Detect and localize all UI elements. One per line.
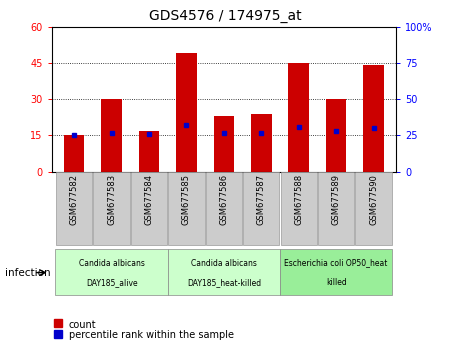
Text: GSM677587: GSM677587 [257,174,266,225]
FancyBboxPatch shape [318,172,354,245]
Text: GSM677585: GSM677585 [182,174,191,225]
Bar [326,99,346,172]
Bar [54,330,62,338]
Text: GSM677589: GSM677589 [332,174,341,225]
FancyBboxPatch shape [56,172,92,245]
Bar [288,63,309,172]
Text: GSM677584: GSM677584 [144,174,153,225]
FancyBboxPatch shape [356,172,392,245]
Text: GSM677583: GSM677583 [107,174,116,225]
Bar [139,131,159,172]
Text: GDS4576 / 174975_at: GDS4576 / 174975_at [148,9,302,23]
FancyBboxPatch shape [55,249,168,295]
Text: killed: killed [326,278,346,287]
Bar [363,65,384,172]
Bar [251,114,272,172]
FancyBboxPatch shape [168,172,205,245]
Text: GSM677590: GSM677590 [369,174,378,225]
Bar [64,135,85,172]
FancyBboxPatch shape [280,172,317,245]
Text: GSM677582: GSM677582 [70,174,79,225]
FancyBboxPatch shape [168,249,280,295]
FancyBboxPatch shape [131,172,167,245]
Text: GSM677586: GSM677586 [220,174,228,225]
Bar [214,116,234,172]
Text: GSM677588: GSM677588 [294,174,303,225]
FancyBboxPatch shape [243,172,279,245]
Text: DAY185_heat-killed: DAY185_heat-killed [187,278,261,287]
Text: Candida albicans: Candida albicans [79,258,144,268]
Bar [176,53,197,172]
Text: count: count [69,320,96,330]
Text: infection: infection [4,268,50,278]
Text: percentile rank within the sample: percentile rank within the sample [69,330,234,340]
Text: Escherichia coli OP50_heat: Escherichia coli OP50_heat [284,258,388,268]
Text: Candida albicans: Candida albicans [191,258,257,268]
Bar [101,99,122,172]
Text: DAY185_alive: DAY185_alive [86,278,137,287]
FancyBboxPatch shape [280,249,392,295]
Bar [54,319,62,327]
FancyBboxPatch shape [206,172,242,245]
FancyBboxPatch shape [94,172,130,245]
